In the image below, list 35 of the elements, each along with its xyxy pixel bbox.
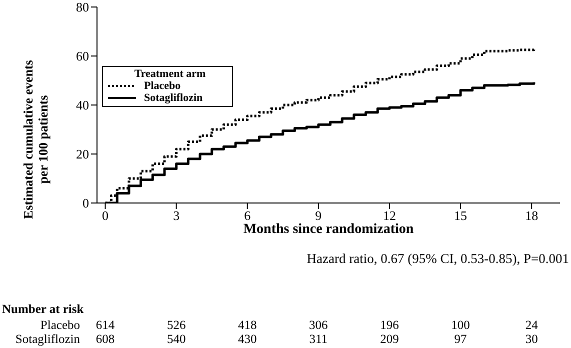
y-axis-title: Estimated cumulative events per 100 patients (20, 60, 50, 219)
y-tick-label: 60 (76, 48, 89, 64)
text: Number at risk (2, 302, 84, 317)
legend-label: Sotagliflozin (144, 92, 203, 104)
y-tick-label: 0 (82, 196, 89, 211)
text: 30 (524, 332, 539, 347)
text: 418 (237, 318, 258, 333)
legend-label: Placebo (144, 80, 181, 92)
text: 608 (94, 332, 116, 347)
text: 526 (166, 318, 187, 333)
x-tick-label: 9 (315, 208, 322, 224)
text: 306 (308, 318, 329, 333)
legend-title: Treatment arm (133, 68, 207, 80)
x-tick-label: 18 (525, 208, 538, 224)
text: 196 (379, 318, 400, 333)
x-tick-label: 0 (102, 208, 109, 224)
x-tick-label: 15 (454, 208, 468, 224)
x-tick-label: 12 (382, 208, 396, 224)
text: 24 (524, 318, 539, 333)
text: 311 (308, 332, 329, 347)
x-axis-title: Months since randomization (243, 222, 414, 237)
x-tick-label: 3 (173, 208, 180, 224)
text: 540 (166, 332, 187, 347)
text: Sotagliflozin (15, 332, 80, 347)
y-tick-label: 80 (76, 0, 89, 15)
text: 430 (237, 332, 258, 347)
y-tick-label: 40 (76, 98, 89, 113)
text: 614 (94, 318, 116, 333)
y-tick-label: 20 (76, 146, 89, 162)
x-tick-label: 6 (244, 208, 252, 224)
text: Placebo (40, 318, 80, 333)
text: 100 (450, 318, 471, 333)
text: 209 (379, 332, 400, 347)
text: Hazard ratio, 0.67 (95% CI, 0.53-0.85), P=0.001 (306, 251, 569, 267)
text: 97 (453, 332, 468, 347)
